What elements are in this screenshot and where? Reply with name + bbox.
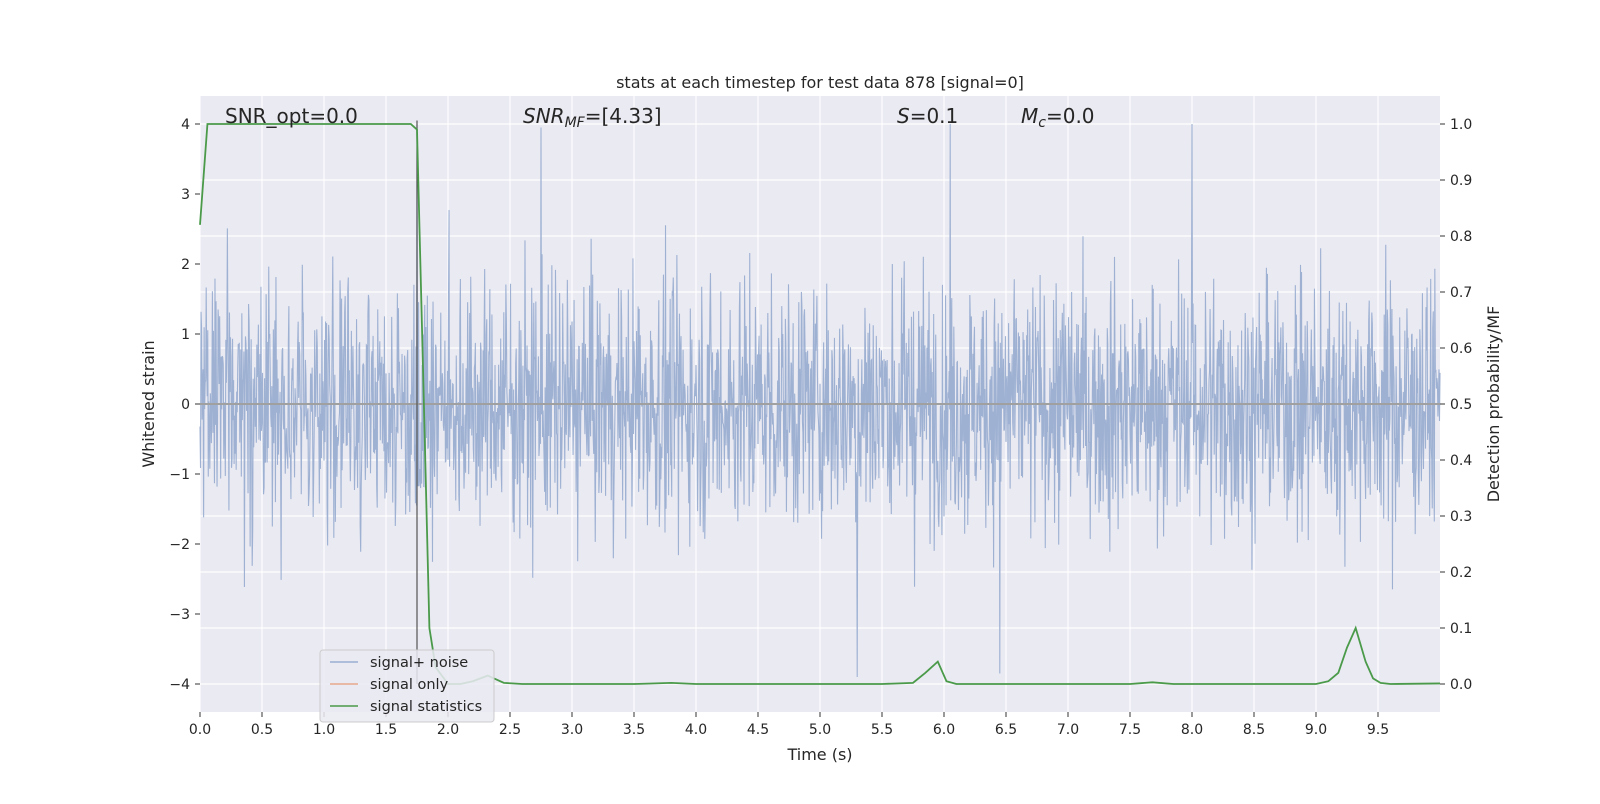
y-right-tick-label: 0.8 [1450, 229, 1472, 245]
y-left-tick-label: 0 [181, 397, 190, 413]
snr-mf-subscript: MF [565, 115, 586, 131]
y-right-tick-label: 0.7 [1450, 285, 1472, 301]
y-right-tick-label: 0.1 [1450, 621, 1472, 637]
y-right-tick-label: 1.0 [1450, 117, 1472, 133]
s-value: =0.1 [910, 104, 959, 128]
y-left-tick-label: −4 [169, 677, 190, 693]
y-right-tick-label: 0.3 [1450, 509, 1472, 525]
x-tick-label: 9.5 [1367, 722, 1389, 738]
y-left-tick-label: 1 [181, 327, 190, 343]
x-tick-label: 6.5 [995, 722, 1017, 738]
s-base: S [897, 104, 910, 128]
x-tick-label: 3.5 [623, 722, 645, 738]
x-tick-label: 4.0 [685, 722, 707, 738]
snr-mf-value: =[4.33] [585, 104, 662, 128]
y-right-tick-label: 0.6 [1450, 341, 1472, 357]
chart-title: stats at each timestep for test data 878… [616, 73, 1024, 92]
y-right-tick-label: 0.9 [1450, 173, 1472, 189]
mc-value: =0.0 [1046, 104, 1095, 128]
y-right-tick-label: 0.5 [1450, 397, 1472, 413]
x-tick-label: 5.0 [809, 722, 831, 738]
y-left-tick-label: 3 [181, 187, 190, 203]
legend: signal+ noise signal only signal statist… [319, 649, 495, 723]
legend-label-signal-only: signal only [370, 677, 449, 693]
y-right-tick-label: 0.0 [1450, 677, 1472, 693]
x-tick-label: 3.0 [561, 722, 583, 738]
y-right-tick-label: 0.2 [1450, 565, 1472, 581]
y-left-tick-label: −2 [169, 537, 190, 553]
x-tick-label: 7.5 [1119, 722, 1141, 738]
x-tick-label: 0.0 [189, 722, 211, 738]
y-axis-right-label: Detection probability/MF [1484, 306, 1503, 503]
mc-base: M [1021, 104, 1038, 128]
legend-label-signal-noise: signal+ noise [370, 655, 468, 671]
y-left-tick-label: −1 [169, 467, 190, 483]
annotation-snr-opt: SNR_opt=0.0 [225, 104, 358, 128]
annotation-snr-mf: SNRMF=[4.33] [523, 104, 662, 131]
x-tick-label: 0.5 [251, 722, 273, 738]
y-left-tick-label: −3 [169, 607, 190, 623]
x-tick-label: 8.0 [1181, 722, 1203, 738]
x-tick-label: 5.5 [871, 722, 893, 738]
legend-label-signal-statistics: signal statistics [370, 699, 482, 715]
snr-mf-base: SNR [523, 104, 565, 128]
x-tick-label: 1.5 [375, 722, 397, 738]
x-tick-label: 1.0 [313, 722, 335, 738]
x-tick-label: 4.5 [747, 722, 769, 738]
y-axis-left-label: Whitened strain [139, 340, 158, 467]
x-tick-label: 7.0 [1057, 722, 1079, 738]
x-axis-label: Time (s) [786, 745, 852, 764]
mc-subscript: c [1038, 115, 1046, 131]
x-tick-label: 6.0 [933, 722, 955, 738]
x-tick-label: 9.0 [1305, 722, 1327, 738]
legend-box [319, 649, 495, 723]
tick-labels-group: 0.0 0.5 1.0 1.5 2.0 2.5 3.0 3.5 4.0 4.5 5.0 5.5 6.0 6… [169, 117, 1472, 738]
annotation-s: S=0.1 [897, 104, 958, 128]
y-right-tick-label: 0.4 [1450, 453, 1472, 469]
annotation-mc: Mc=0.0 [1021, 104, 1095, 131]
x-tick-label: 2.5 [499, 722, 521, 738]
x-tick-label: 2.0 [437, 722, 459, 738]
y-left-tick-label: 4 [181, 117, 190, 133]
y-left-tick-label: 2 [181, 257, 190, 273]
x-tick-label: 8.5 [1243, 722, 1265, 738]
